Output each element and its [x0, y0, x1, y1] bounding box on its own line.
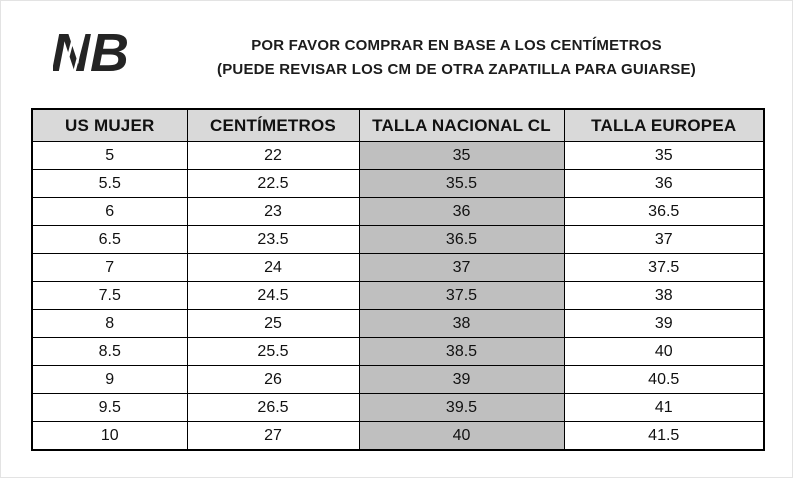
size-cell: 24.5 [186, 281, 360, 310]
size-cell: 39 [358, 365, 565, 394]
size-cell: 39.5 [358, 393, 565, 422]
size-cell: 9.5 [31, 393, 188, 422]
size-cell: 37 [358, 253, 565, 282]
size-cell: 5.5 [31, 169, 188, 198]
header-row: US MUJER CENTÍMETROS TALLA NACIONAL CL T… [31, 108, 765, 142]
size-cell: 26 [186, 365, 360, 394]
size-cell: 37 [563, 225, 765, 254]
size-cell: 39 [563, 309, 765, 338]
size-cell: 6.5 [31, 225, 188, 254]
table-row: 5.5 22.5 35.5 36 [31, 169, 765, 198]
page-title: POR FAVOR COMPRAR EN BASE A LOS CENTÍMET… [151, 34, 762, 82]
size-cell: 25 [186, 309, 360, 338]
size-cell: 5 [31, 141, 188, 170]
size-cell: 8 [31, 309, 188, 338]
size-cell: 8.5 [31, 337, 188, 366]
size-cell: 41.5 [563, 421, 765, 451]
table-row: 6.5 23.5 36.5 37 [31, 225, 765, 254]
size-cell: 26.5 [186, 393, 360, 422]
table-row: 9.5 26.5 39.5 41 [31, 393, 765, 422]
new-balance-logo-icon: NB [51, 23, 129, 83]
size-cell: 24 [186, 253, 360, 282]
title-line-1: POR FAVOR COMPRAR EN BASE A LOS CENTÍMET… [251, 37, 662, 54]
size-cell: 9 [31, 365, 188, 394]
size-cell: 38 [358, 309, 565, 338]
column-header-talla-nacional-cl: TALLA NACIONAL CL [358, 108, 565, 142]
size-cell: 37.5 [563, 253, 765, 282]
size-cell: 40 [563, 337, 765, 366]
table-row: 6 23 36 36.5 [31, 197, 765, 226]
size-cell: 6 [31, 197, 188, 226]
size-cell: 38 [563, 281, 765, 310]
size-cell: 37.5 [358, 281, 565, 310]
size-cell: 36.5 [563, 197, 765, 226]
size-conversion-table: US MUJER CENTÍMETROS TALLA NACIONAL CL T… [31, 108, 765, 451]
size-cell: 38.5 [358, 337, 565, 366]
title-line-2: (PUEDE REVISAR LOS CM DE OTRA ZAPATILLA … [217, 61, 696, 78]
size-cell: 35 [563, 141, 765, 170]
size-cell: 36 [358, 197, 565, 226]
size-cell: 7.5 [31, 281, 188, 310]
size-cell: 35 [358, 141, 565, 170]
column-header-talla-europea: TALLA EUROPEA [563, 108, 765, 142]
table-row: 10 27 40 41.5 [31, 421, 765, 451]
column-header-centimetros: CENTÍMETROS [186, 108, 360, 142]
table-row: 5 22 35 35 [31, 141, 765, 170]
size-cell: 23 [186, 197, 360, 226]
size-cell: 10 [31, 421, 188, 451]
size-cell: 41 [563, 393, 765, 422]
table-row: 8.5 25.5 38.5 40 [31, 337, 765, 366]
size-cell: 23.5 [186, 225, 360, 254]
size-cell: 35.5 [358, 169, 565, 198]
size-cell: 36 [563, 169, 765, 198]
table-row: 7.5 24.5 37.5 38 [31, 281, 765, 310]
size-cell: 25.5 [186, 337, 360, 366]
new-balance-logo: NB [51, 23, 149, 83]
size-cell: 40 [358, 421, 565, 451]
size-cell: 40.5 [563, 365, 765, 394]
column-header-us-mujer: US MUJER [31, 108, 188, 142]
table-row: 8 25 38 39 [31, 309, 765, 338]
table-row: 7 24 37 37.5 [31, 253, 765, 282]
size-cell: 22 [186, 141, 360, 170]
size-cell: 7 [31, 253, 188, 282]
size-cell: 27 [186, 421, 360, 451]
size-cell: 36.5 [358, 225, 565, 254]
table-row: 9 26 39 40.5 [31, 365, 765, 394]
size-cell: 22.5 [186, 169, 360, 198]
